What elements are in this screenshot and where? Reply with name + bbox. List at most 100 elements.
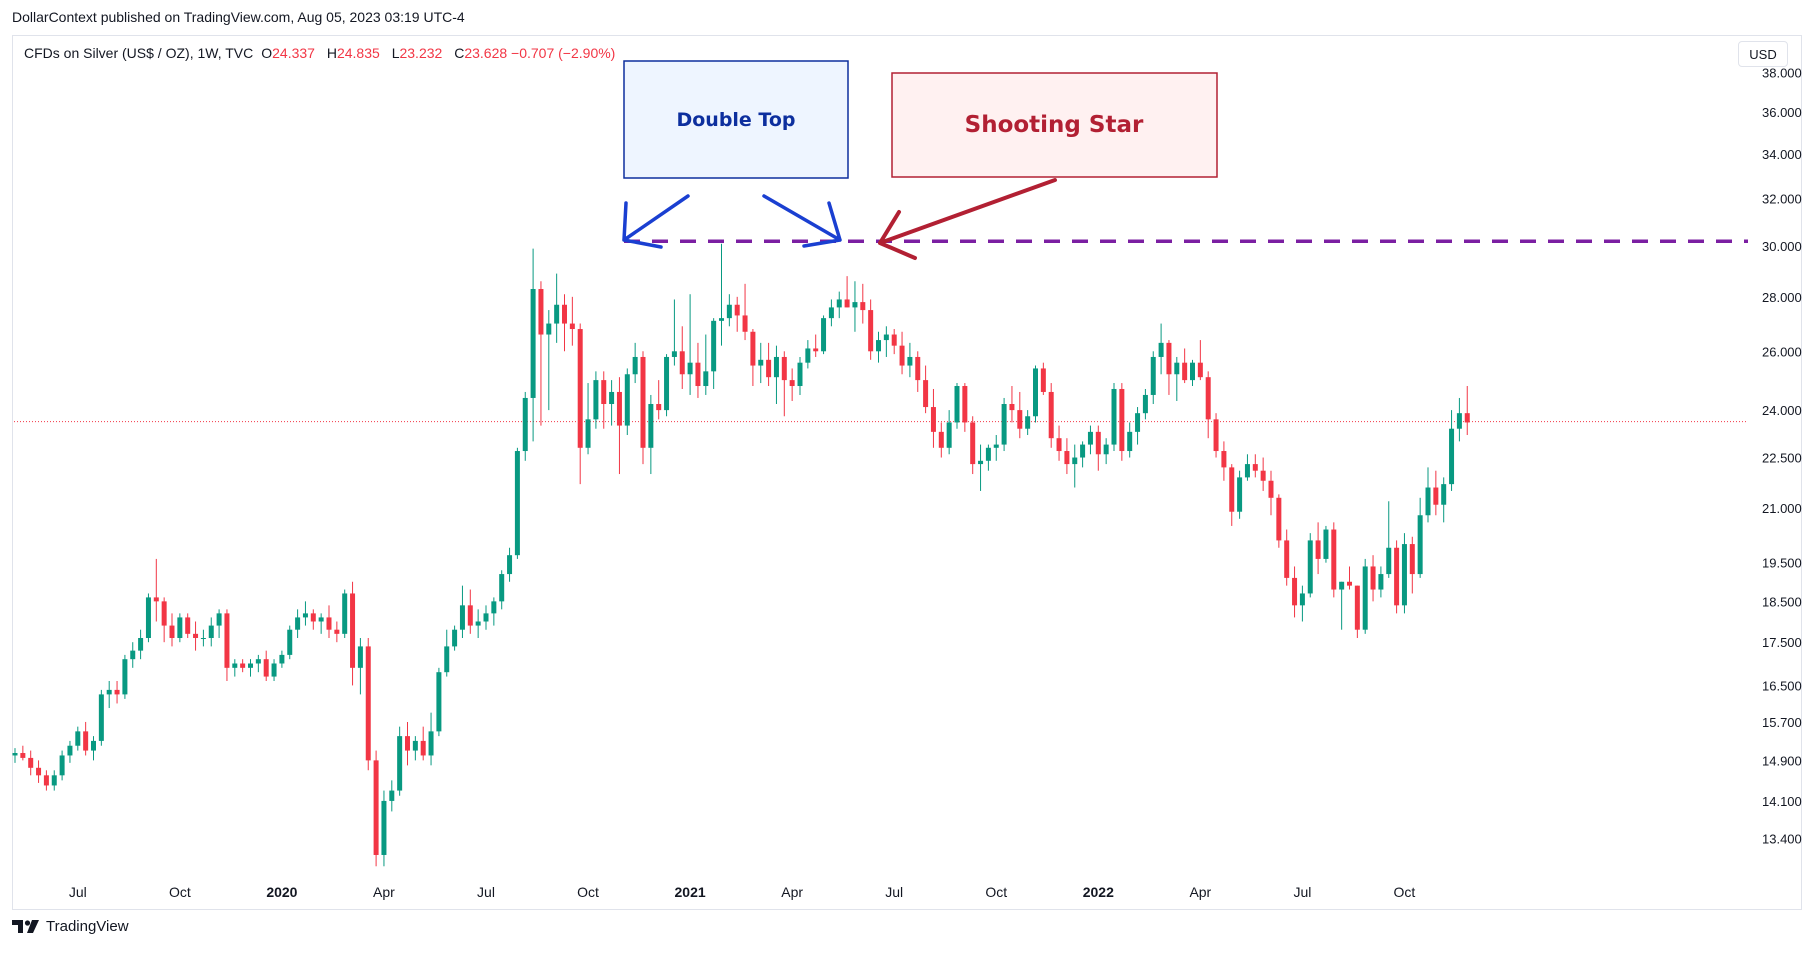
candle-body <box>836 299 842 308</box>
candle-body <box>1087 431 1093 445</box>
double-top-arrow-right <box>762 194 842 248</box>
candle-body <box>1299 593 1305 606</box>
candle-body <box>773 356 779 378</box>
candle-body <box>130 650 136 660</box>
time-axis-tick: Oct <box>169 884 191 900</box>
candle-body <box>169 625 175 639</box>
candle-body <box>1244 464 1250 478</box>
candle-body <box>828 307 834 319</box>
candle-body <box>609 391 615 405</box>
price-axis-tick: 15.700 <box>1762 715 1802 730</box>
candle-body <box>483 613 489 622</box>
shooting-star-label: Shooting Star <box>965 112 1144 138</box>
candle-body <box>350 593 356 668</box>
candle-body <box>12 753 18 756</box>
candle-body <box>1142 394 1148 414</box>
candle-body <box>1378 574 1384 590</box>
candle-body <box>1150 356 1156 395</box>
symbol-label: CFDs on Silver (US$ / OZ), 1W, TVC <box>24 45 254 61</box>
candle-body <box>923 380 929 408</box>
time-axis-tick: Jul <box>1293 884 1311 900</box>
candle-body <box>1001 404 1007 445</box>
candle-body <box>114 689 120 695</box>
candle-body <box>514 451 520 556</box>
price-axis-tick: 14.100 <box>1762 794 1802 809</box>
candle-body <box>1276 497 1282 541</box>
candle-body <box>1401 544 1407 606</box>
candle-body <box>295 617 301 630</box>
candle-body <box>1221 451 1227 468</box>
time-axis-tick: Apr <box>1189 884 1211 900</box>
candle-body <box>43 775 49 786</box>
candle-body <box>593 380 599 420</box>
low-label: L <box>391 45 400 61</box>
price-axis-tick: 26.000 <box>1762 344 1802 359</box>
candle-body <box>546 323 552 335</box>
candle-body <box>538 289 544 335</box>
candle-body <box>946 422 952 448</box>
candle-body <box>373 760 379 855</box>
price-axis-tick: 38.000 <box>1762 65 1802 80</box>
price-axis-tick: 21.000 <box>1762 501 1802 516</box>
candle-body <box>67 745 73 756</box>
candle-body <box>75 731 81 746</box>
candle-body <box>138 638 144 651</box>
candle-body <box>51 775 57 786</box>
candle-body <box>208 625 214 639</box>
candle-body <box>813 348 819 352</box>
candle-body <box>28 757 34 768</box>
candle-body <box>1017 410 1023 429</box>
candle-body <box>1252 464 1258 471</box>
candle-body <box>1127 431 1133 452</box>
candle-body <box>640 356 646 448</box>
candle-body <box>1323 529 1329 559</box>
close-label: C <box>454 45 465 61</box>
candle-body <box>436 672 442 732</box>
candle-body <box>530 289 536 398</box>
shooting-star-box <box>891 72 1218 178</box>
price-axis-tick: 18.500 <box>1762 594 1802 609</box>
candle-body <box>475 621 481 626</box>
high-value: 24.835 <box>336 45 380 61</box>
candle-body <box>177 617 183 639</box>
candle-body <box>656 404 662 411</box>
candle-body <box>781 356 787 381</box>
candle-body <box>554 304 560 324</box>
candle-body <box>1197 362 1203 378</box>
change-value: −0.707 (−2.90%) <box>511 45 616 61</box>
candle-body <box>20 753 26 758</box>
candle-body <box>1166 342 1172 375</box>
candle-body <box>703 371 709 387</box>
currency-button[interactable]: USD <box>1738 41 1788 67</box>
candle-body <box>185 617 191 634</box>
candle-body <box>671 351 677 357</box>
candle-body <box>1292 577 1298 606</box>
candle-body <box>83 731 89 751</box>
candle-body <box>1111 388 1117 445</box>
candle-body <box>1182 362 1188 381</box>
candle-body <box>255 659 261 664</box>
candle-body <box>1464 413 1470 423</box>
candle-body <box>1213 419 1219 452</box>
candle-body <box>1268 480 1274 498</box>
candle-body <box>1119 388 1125 452</box>
candle-body <box>279 654 285 664</box>
price-axis-tick: 36.000 <box>1762 105 1802 120</box>
candle-body <box>59 755 65 776</box>
candle-body <box>1190 362 1195 381</box>
candle-body <box>263 659 269 677</box>
candle-body <box>1456 413 1462 429</box>
price-axis-tick: 30.000 <box>1762 239 1802 254</box>
candle-body <box>1009 404 1015 411</box>
candle-body <box>153 597 159 602</box>
candle-body <box>271 663 277 677</box>
price-axis-tick: 16.500 <box>1762 678 1802 693</box>
candle-body <box>726 304 732 319</box>
time-axis-tick: 2022 <box>1083 884 1114 900</box>
candle-body <box>1072 457 1078 465</box>
candle-body <box>1103 444 1109 455</box>
candle-body <box>459 605 465 630</box>
candle-body <box>444 646 450 673</box>
candle-body <box>1449 428 1455 485</box>
